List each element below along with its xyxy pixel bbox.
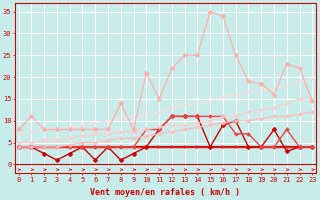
X-axis label: Vent moyen/en rafales ( km/h ): Vent moyen/en rafales ( km/h ) xyxy=(91,188,240,197)
